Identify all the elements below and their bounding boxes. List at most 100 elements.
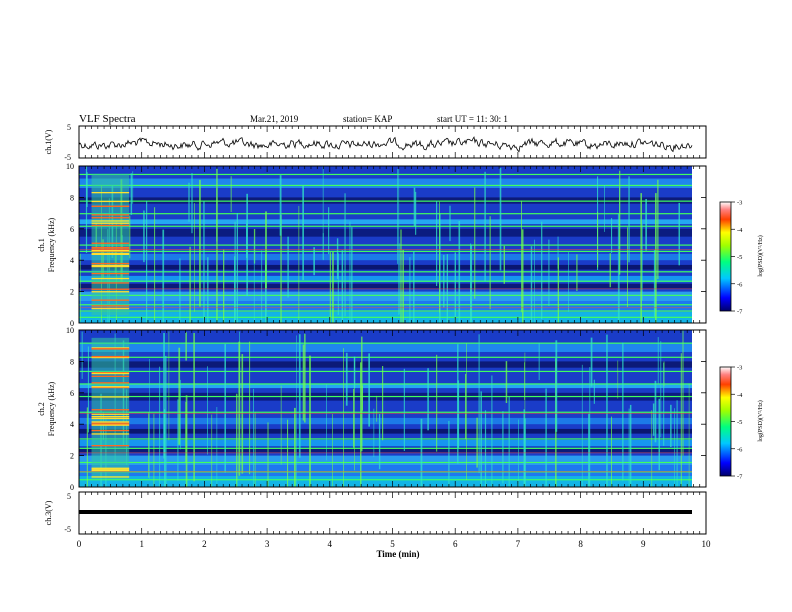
ch1-spec-streak — [611, 218, 613, 253]
ch2-spec-streak — [484, 410, 487, 487]
start-time-label: start UT = 11: 30: 1 — [437, 114, 508, 124]
ch1-spec-streak — [344, 193, 346, 317]
ch1-spec-streak — [541, 221, 543, 320]
ch2-spec-burst-line — [91, 421, 130, 423]
ch2-spec-streak — [593, 379, 595, 404]
ch2-spec-streak — [149, 359, 150, 480]
ch1-spec-burst-line — [91, 252, 130, 255]
ch2-spec-streak — [457, 344, 459, 464]
ch1-spec-burst-line — [91, 200, 130, 203]
ch1-colorbar-label: log(PSD)(V²/Hz) — [757, 235, 764, 276]
ch1-spec-streak — [261, 250, 263, 323]
ch1-spec-streak — [216, 188, 218, 242]
ch2-colorbar-tick-label: -7 — [737, 474, 743, 481]
ch1-spec-streak — [194, 203, 195, 312]
ch2-spec-streak — [302, 344, 305, 421]
ch1-spec-streak — [332, 252, 334, 323]
ch1-spec-streak — [454, 252, 456, 323]
ch2-spec-burst-line — [91, 386, 130, 389]
ch1-spec-streak — [628, 176, 630, 263]
ch2-spec-streak — [280, 385, 282, 465]
ch2-spec-line — [79, 438, 692, 440]
ch2-spec-streak — [502, 411, 504, 484]
ch1-colorbar-tick-label: -4 — [737, 227, 743, 234]
ch1-spec-line — [79, 173, 692, 176]
ch1-spec-streak — [337, 253, 339, 316]
ch2-spec-streak — [538, 342, 540, 380]
ch2-spec-burst-line — [91, 382, 130, 384]
ch1-spec-streak — [246, 223, 248, 258]
ch1-spec-streak — [534, 239, 535, 323]
ch1-spec-streak — [188, 182, 190, 222]
ch1-spec-line — [79, 271, 692, 273]
date-label: Mar.21, 2019 — [250, 114, 299, 124]
ch2-spec-streak — [249, 341, 251, 475]
x-tick-labels: 0 1 2 3 4 5 6 7 8 9 10 — [77, 539, 711, 549]
ch2-spec-streak — [480, 391, 482, 487]
ch1-spec-burst — [91, 173, 130, 316]
ch1-spec-streak — [146, 200, 148, 323]
ch2-spec-streak — [207, 366, 208, 455]
ch1-spec-streak — [530, 246, 533, 323]
ch1-spec-band — [79, 219, 692, 225]
ch1-spec-line — [79, 304, 692, 306]
ch1-colorbar-tick-label: -6 — [737, 281, 743, 288]
ch2-spec-burst-line — [91, 469, 130, 472]
ch1-spec-burst-line — [91, 205, 130, 207]
ch2-spec-streak — [216, 407, 218, 487]
ch2-spec-streak — [617, 360, 619, 399]
ch2-spec-band — [79, 447, 692, 453]
ch1-spec-streak — [207, 257, 209, 323]
ch1-spec-streak — [143, 210, 145, 263]
ch1-spec-streak — [400, 229, 402, 323]
ch2-spec-ylabel-channel: ch.2 — [37, 402, 46, 416]
ch3-ytick-bottom: -5 — [64, 525, 71, 534]
ch1-spec-blank — [692, 166, 706, 323]
ch2-spec-band — [79, 476, 692, 487]
x-tick-label: 5 — [390, 539, 395, 549]
ch2-spec-burst-line — [91, 417, 130, 420]
ch2-spec-burst-line — [91, 416, 130, 418]
ch1-spec-streak — [474, 187, 476, 299]
ch2-spec-streak — [165, 355, 167, 487]
ch1-spec-burst-line — [91, 222, 130, 224]
ch1-spec-streak — [443, 254, 445, 308]
ch1-spec-streak — [85, 166, 88, 253]
ch2-spec-streak — [611, 416, 612, 487]
ch1-spec-streak — [341, 250, 344, 323]
ch1-spec-streak — [234, 256, 236, 323]
ch1-colorbar-tick-label: -3 — [737, 200, 742, 207]
ch2-spec-streak — [448, 420, 450, 487]
ch1-spec-streak — [499, 167, 502, 271]
ch1-spec-red-line — [79, 307, 692, 309]
ch2-spec-streak — [670, 404, 672, 447]
ch1-spec-streak — [655, 193, 657, 323]
ch2-spec-burst-line — [91, 348, 130, 350]
ch1-waveform-panel: 5 -5 ch.1(V) — [44, 123, 707, 162]
ch1-spec-streak — [302, 185, 304, 281]
ch1-spec-line — [79, 310, 692, 312]
ch2-spec-streak — [253, 388, 254, 487]
ch1-spec-burst-line — [91, 242, 130, 244]
ch2-spec-streak — [168, 331, 170, 441]
station-label: station= KAP — [343, 114, 392, 124]
ch2-spec-line — [79, 447, 692, 449]
ch2-spec-streak — [436, 354, 438, 452]
x-tick-label: 8 — [578, 539, 583, 549]
ch2-spec-band — [79, 361, 692, 368]
ch1-spec-streak — [253, 240, 255, 323]
ch1-spec-streak — [413, 251, 415, 323]
ch2-spec-streak — [629, 404, 632, 487]
ch2-spec-burst-line — [91, 445, 130, 447]
ch1-spec-line — [79, 200, 692, 202]
ch1-spec-streak — [287, 236, 289, 298]
ch2-spec-streak — [651, 410, 653, 487]
ch2-colorbar-tick-label: -4 — [737, 392, 743, 399]
ch2-spec-streak — [360, 362, 362, 487]
ch2-spec-ytick-label: 2 — [70, 452, 74, 461]
ch1-spec-streak — [179, 258, 181, 323]
ch1-spec-ytick-label: 4 — [70, 256, 74, 265]
ch1-colorbar-tick-label: -5 — [737, 254, 742, 261]
ch2-spec-band — [79, 342, 692, 352]
